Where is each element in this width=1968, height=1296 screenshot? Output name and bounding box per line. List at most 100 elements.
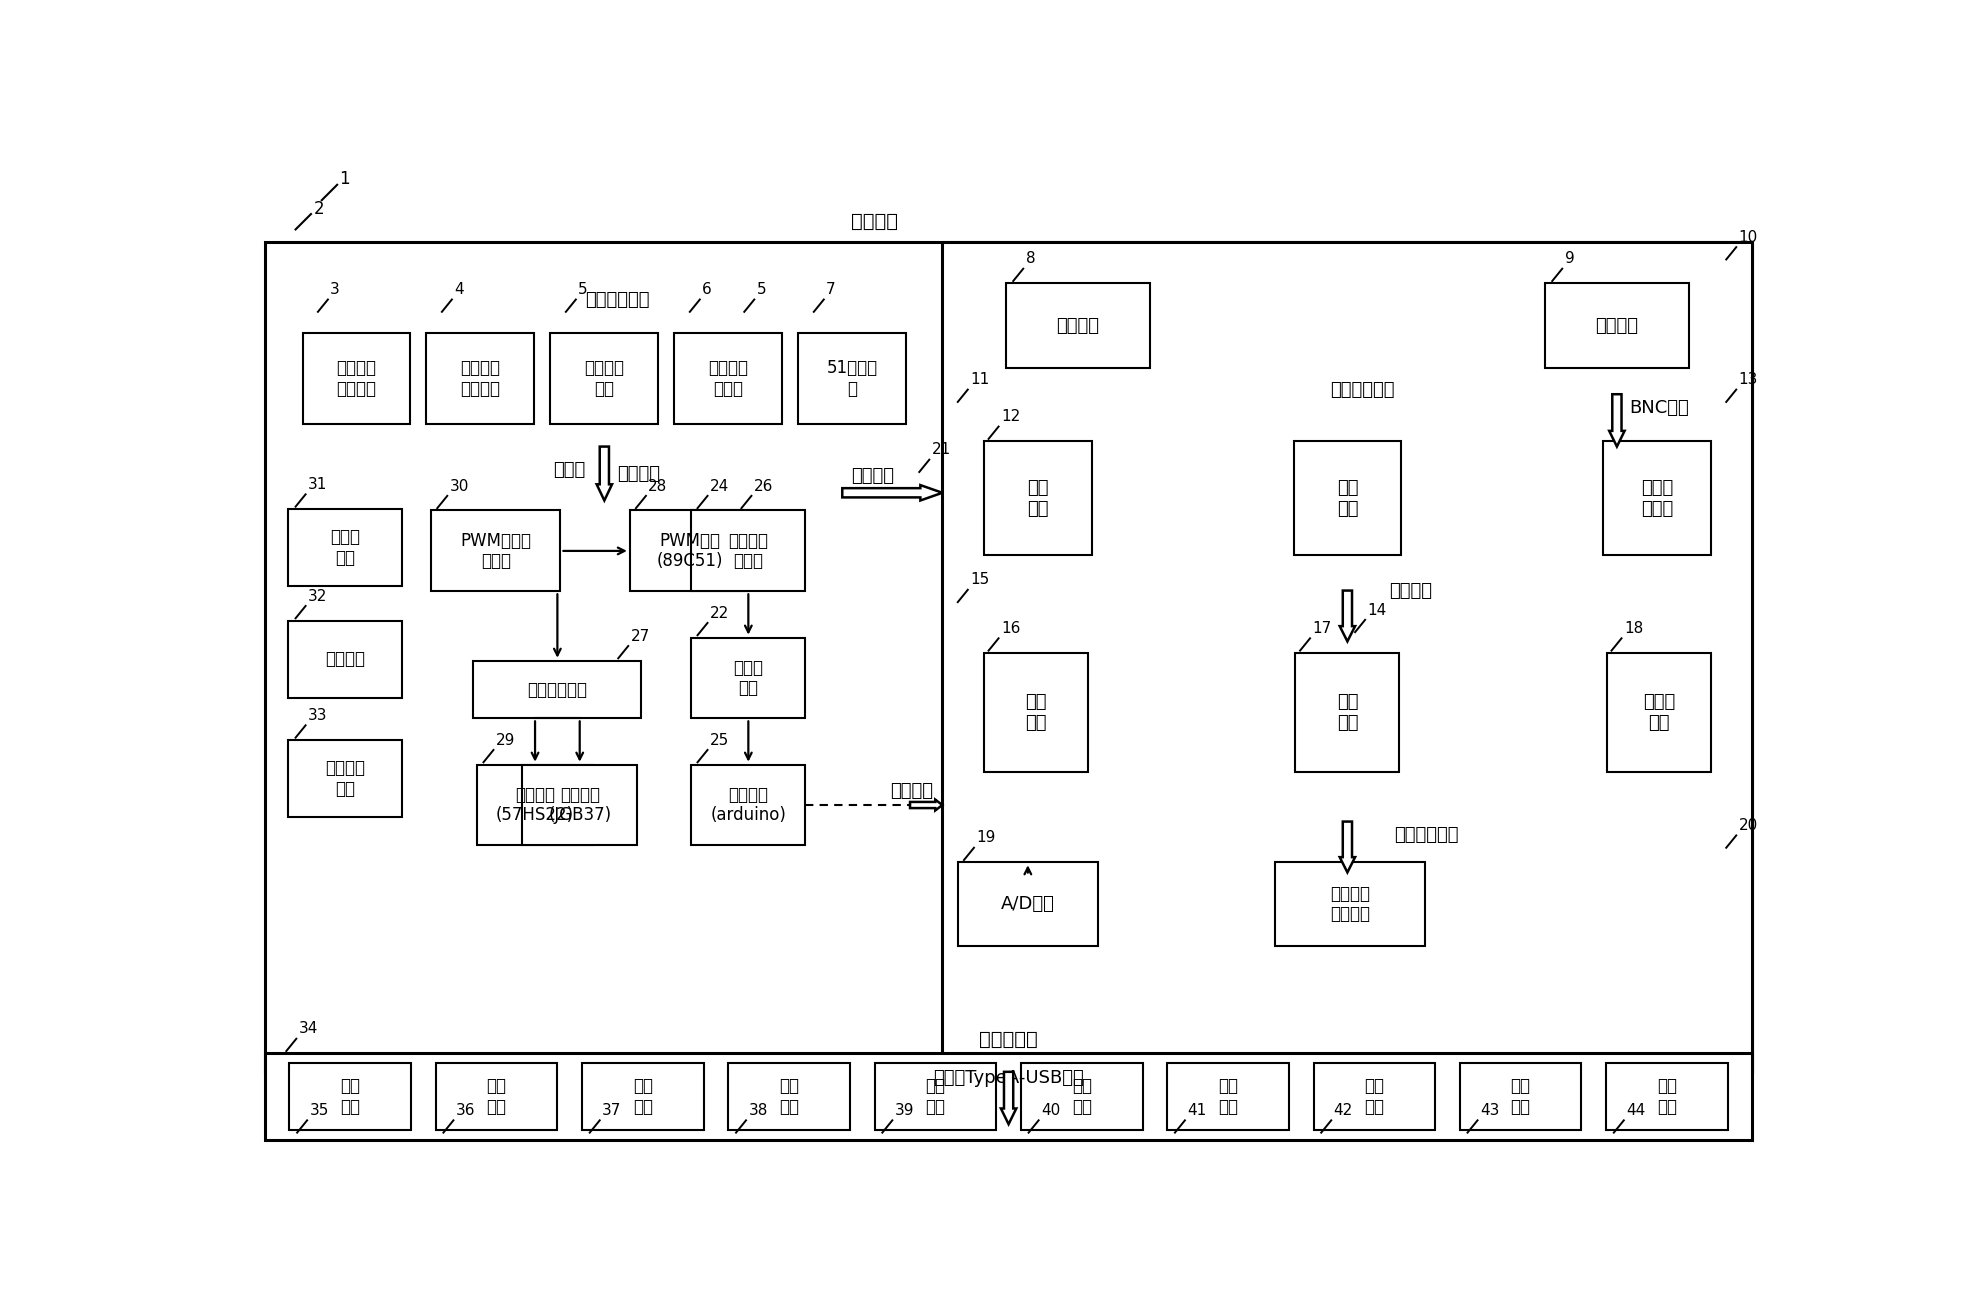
Text: 功率放大
器供电: 功率放大 器供电 bbox=[708, 359, 748, 398]
Text: 拉绳位移
传感器: 拉绳位移 传感器 bbox=[728, 531, 768, 570]
Text: 2: 2 bbox=[313, 200, 325, 218]
Text: 38: 38 bbox=[748, 1103, 768, 1118]
FancyArrow shape bbox=[1610, 394, 1626, 447]
Text: 带缺陷
钢管: 带缺陷 钢管 bbox=[331, 527, 360, 566]
Bar bbox=[413, 483, 823, 1061]
Bar bbox=[583, 1063, 705, 1130]
Text: 上位机程序: 上位机程序 bbox=[980, 1030, 1037, 1048]
Bar bbox=[1606, 1063, 1728, 1130]
FancyArrow shape bbox=[842, 485, 943, 500]
Text: 14: 14 bbox=[1368, 603, 1387, 617]
Text: 直流电源: 直流电源 bbox=[1057, 316, 1100, 334]
Bar bbox=[691, 765, 805, 845]
Bar bbox=[274, 251, 933, 1067]
Bar bbox=[728, 1063, 850, 1130]
Text: 31: 31 bbox=[307, 477, 327, 492]
Text: 20: 20 bbox=[1738, 818, 1757, 833]
Text: 前置
放大: 前置 放大 bbox=[1027, 478, 1049, 517]
Text: 21: 21 bbox=[931, 442, 951, 457]
Bar bbox=[1006, 284, 1149, 368]
Bar bbox=[799, 333, 905, 424]
Bar bbox=[266, 242, 1752, 1072]
Text: 脉冲信号: 脉冲信号 bbox=[890, 783, 933, 800]
Bar bbox=[1313, 1063, 1435, 1130]
Text: 32: 32 bbox=[307, 588, 327, 604]
Bar bbox=[1460, 1063, 1582, 1130]
Text: 均值
滤波: 均值 滤波 bbox=[925, 1077, 945, 1116]
Text: 3: 3 bbox=[331, 283, 340, 297]
Text: 缠线支架: 缠线支架 bbox=[325, 651, 364, 669]
Bar bbox=[1295, 653, 1399, 772]
Text: 40: 40 bbox=[1041, 1103, 1061, 1118]
Text: 44: 44 bbox=[1626, 1103, 1645, 1118]
Text: 34: 34 bbox=[299, 1021, 319, 1037]
Text: 可锁式TypeA-USB线缆: 可锁式TypeA-USB线缆 bbox=[933, 1069, 1084, 1087]
Text: 驱动
放大: 驱动 放大 bbox=[1336, 478, 1358, 517]
Bar bbox=[303, 333, 409, 424]
Bar bbox=[691, 511, 805, 591]
Text: 17: 17 bbox=[1313, 621, 1332, 636]
Text: 电源总线: 电源总线 bbox=[852, 467, 895, 485]
Bar bbox=[285, 314, 923, 443]
Text: 电机驱动模块: 电机驱动模块 bbox=[527, 680, 586, 699]
Text: 模拟输出电压: 模拟输出电压 bbox=[1393, 827, 1458, 845]
Text: 6: 6 bbox=[703, 283, 712, 297]
Text: 37: 37 bbox=[602, 1103, 622, 1118]
Bar bbox=[474, 661, 642, 718]
Text: 19: 19 bbox=[976, 831, 996, 845]
Bar bbox=[266, 1054, 1752, 1139]
Text: 信号
读取: 信号 读取 bbox=[340, 1077, 360, 1116]
Bar bbox=[551, 333, 657, 424]
Text: 4: 4 bbox=[455, 283, 464, 297]
Text: 频率
检测: 频率 检测 bbox=[634, 1077, 653, 1116]
Text: 51芯片供
电: 51芯片供 电 bbox=[827, 359, 878, 398]
Text: 磁线性传
感器供电: 磁线性传 感器供电 bbox=[337, 359, 376, 398]
Text: 7: 7 bbox=[827, 283, 836, 297]
Text: 24: 24 bbox=[710, 478, 728, 494]
Text: 28: 28 bbox=[647, 478, 667, 494]
Text: 上升沿
读取: 上升沿 读取 bbox=[734, 658, 764, 697]
Text: 36: 36 bbox=[457, 1103, 474, 1118]
Text: 11: 11 bbox=[970, 372, 990, 388]
Bar bbox=[984, 441, 1092, 555]
Bar bbox=[1604, 441, 1710, 555]
Bar bbox=[287, 621, 401, 697]
Text: 直流电机
(JGB37): 直流电机 (JGB37) bbox=[549, 785, 612, 824]
Text: 29: 29 bbox=[496, 732, 516, 748]
Text: 9: 9 bbox=[1565, 251, 1574, 267]
Text: 供电管理模块: 供电管理模块 bbox=[584, 292, 649, 310]
Text: 1: 1 bbox=[340, 170, 350, 188]
Text: 27: 27 bbox=[630, 629, 649, 644]
Text: PWM速度控
制模块: PWM速度控 制模块 bbox=[461, 531, 531, 570]
Text: 直流电机
供电: 直流电机 供电 bbox=[584, 359, 624, 398]
Text: 5: 5 bbox=[756, 283, 766, 297]
Bar bbox=[691, 638, 805, 718]
Bar bbox=[1021, 1063, 1143, 1130]
Bar bbox=[289, 1063, 411, 1130]
Bar bbox=[522, 765, 638, 845]
Text: 功率放大模块: 功率放大模块 bbox=[1330, 381, 1395, 399]
Text: 硬件平台: 硬件平台 bbox=[850, 213, 897, 231]
Bar bbox=[953, 604, 1744, 819]
Text: 步进电机
驱动供电: 步进电机 驱动供电 bbox=[461, 359, 500, 398]
Text: 中值
滤波: 中值 滤波 bbox=[1073, 1077, 1092, 1116]
Text: 探头固定
支架: 探头固定 支架 bbox=[325, 759, 364, 798]
Text: 10: 10 bbox=[1738, 229, 1757, 245]
Text: 步进电机
(57HS22): 步进电机 (57HS22) bbox=[496, 785, 575, 824]
Bar bbox=[953, 404, 1744, 587]
FancyArrow shape bbox=[909, 800, 943, 810]
Bar bbox=[1167, 1063, 1289, 1130]
Bar bbox=[874, 1063, 996, 1130]
Bar bbox=[675, 333, 781, 424]
Text: 13: 13 bbox=[1738, 372, 1757, 388]
Text: 30: 30 bbox=[449, 478, 468, 494]
Text: 电压信号
采集模块: 电压信号 采集模块 bbox=[1330, 885, 1370, 923]
Bar bbox=[274, 474, 933, 1067]
Text: 检测探头: 检测探头 bbox=[1389, 582, 1433, 600]
Bar bbox=[1293, 441, 1401, 555]
Text: 8: 8 bbox=[1025, 251, 1035, 267]
Bar bbox=[958, 862, 1098, 946]
Text: 缺陷
定位: 缺陷 定位 bbox=[1511, 1077, 1531, 1116]
Text: 16: 16 bbox=[1002, 621, 1019, 636]
Text: 信号
显示: 信号 显示 bbox=[486, 1077, 506, 1116]
